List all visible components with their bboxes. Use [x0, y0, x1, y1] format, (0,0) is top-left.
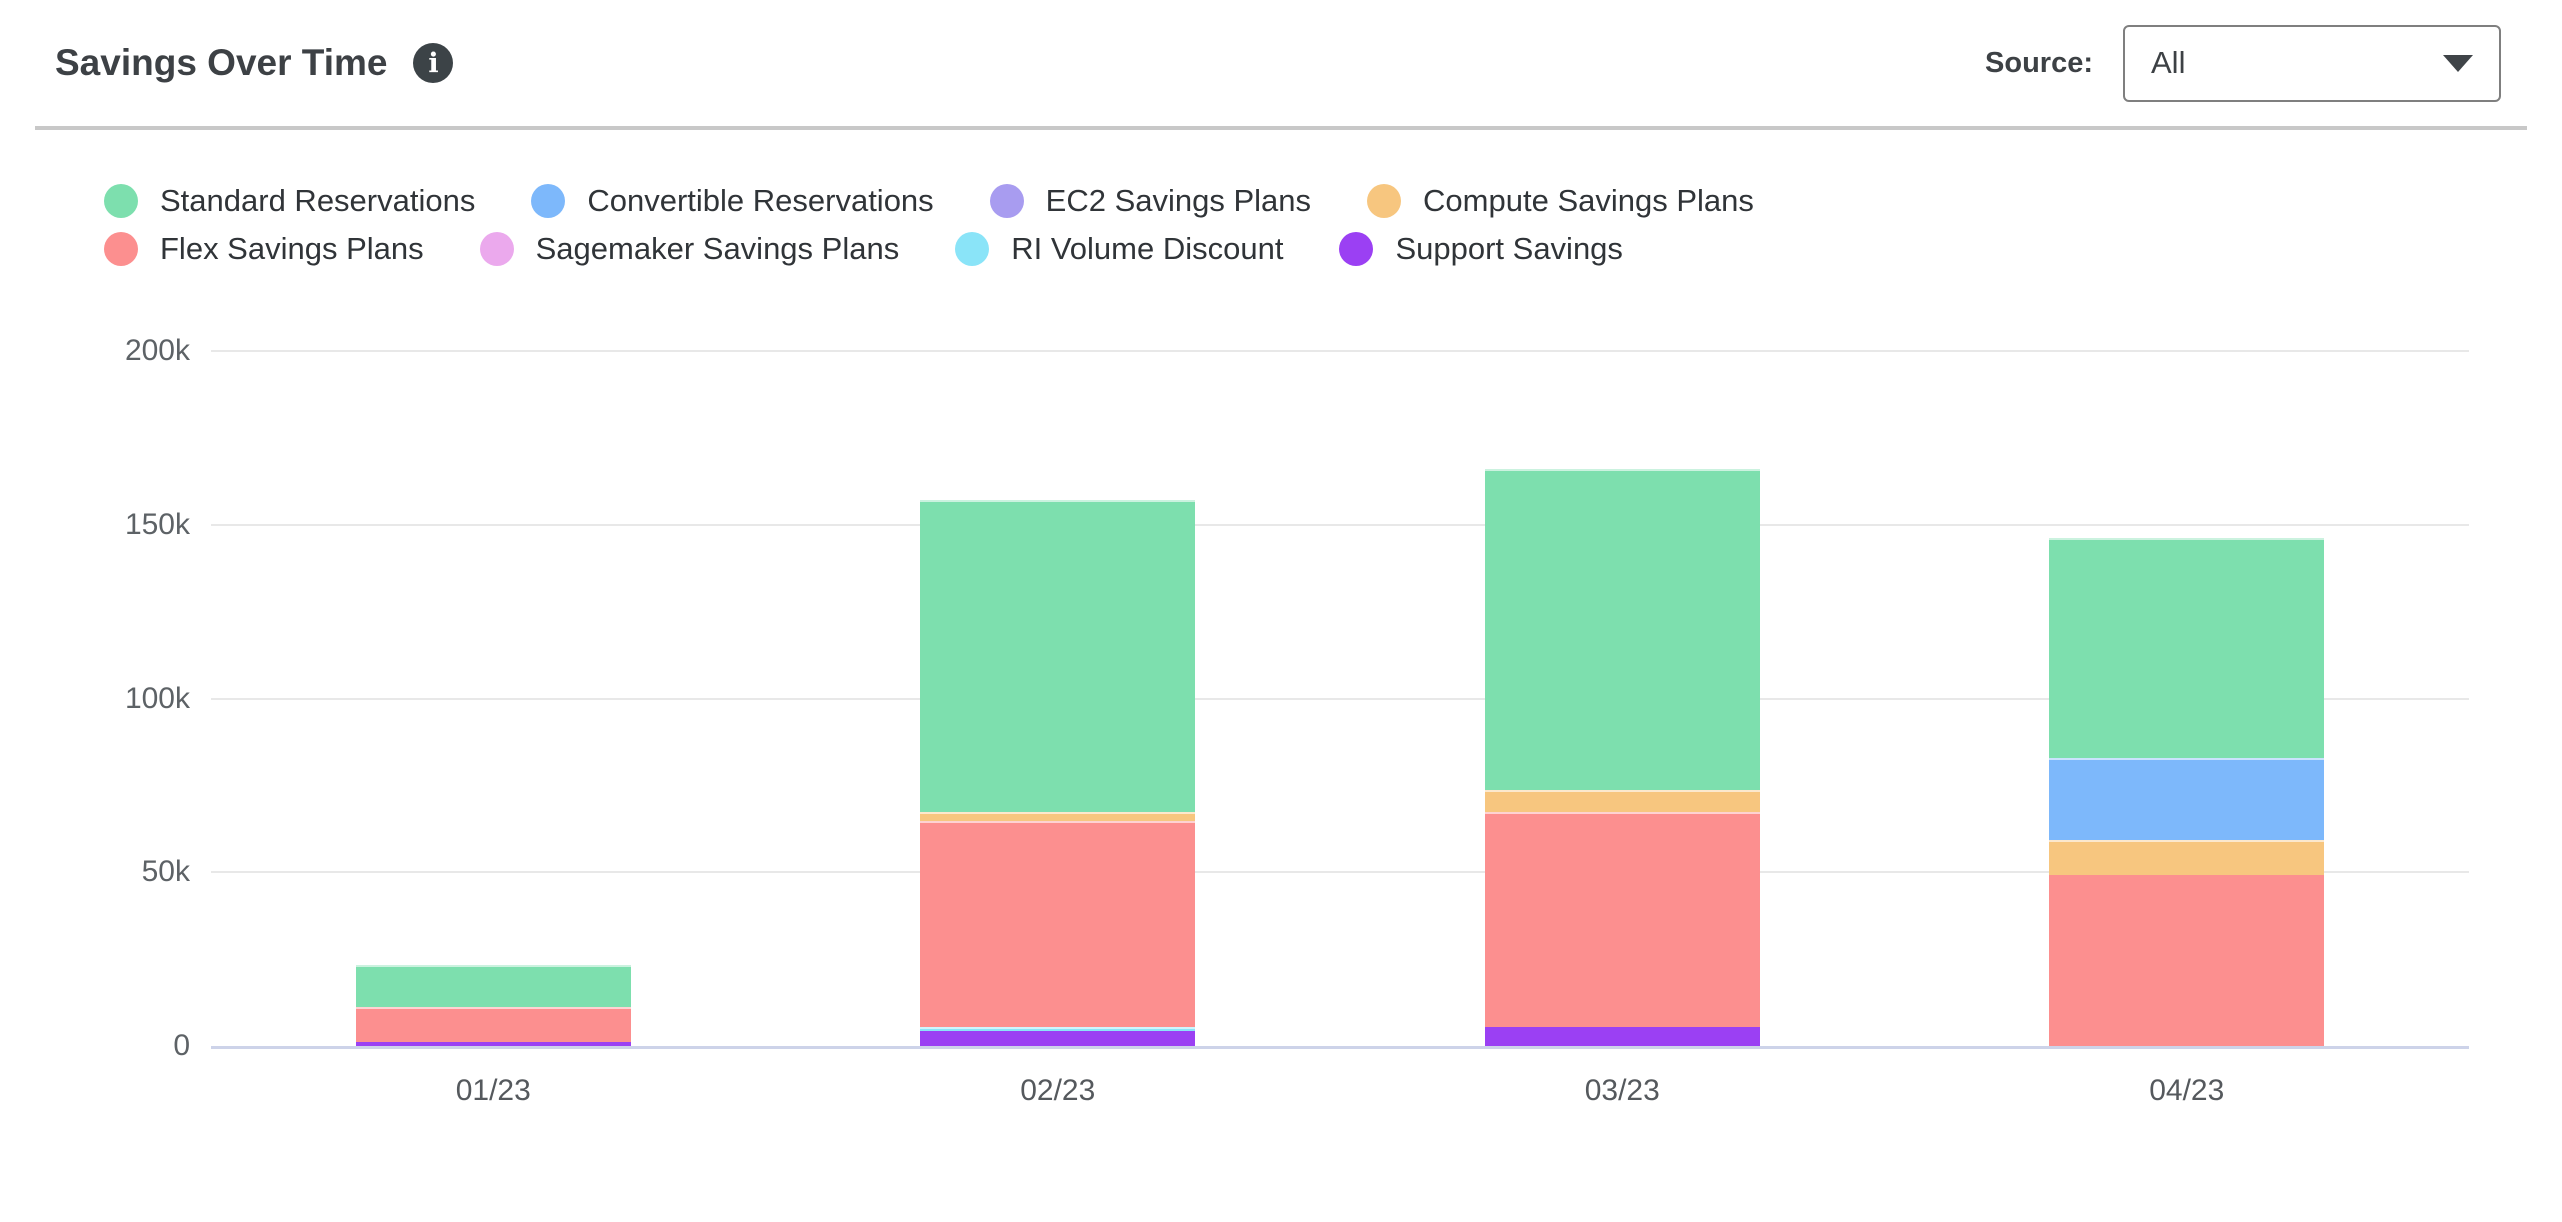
page-title: Savings Over Time	[55, 42, 388, 83]
chart-legend: Standard Reservations Convertible Reserva…	[104, 183, 2114, 267]
y-axis-tick-label: 100k	[124, 681, 190, 715]
bar-segment-compute-savings-plans[interactable]	[2049, 839, 2325, 876]
legend-color-dot	[955, 232, 990, 266]
y-axis-tick-label: 50k	[141, 855, 190, 889]
stacked-bar-chart: 0 50k 100k 150k 200k 01/23 02/23 03/23 04/23	[125, 334, 2469, 1107]
legend-item-convertible-reservations[interactable]: Convertible Reservations	[531, 183, 934, 219]
legend-item-label: Support Savings	[1395, 231, 1623, 266]
bar-segment-compute-savings-plans[interactable]	[1484, 790, 1760, 813]
bar-04-23	[2049, 538, 2325, 1046]
x-axis-line	[211, 1046, 2469, 1049]
legend-item-support-savings[interactable]: Support Savings	[1339, 231, 1623, 267]
source-select-value: All	[2151, 45, 2186, 80]
legend-item-label: Sagemaker Savings Plans	[535, 231, 900, 266]
legend-item-flex-savings-plans[interactable]: Flex Savings Plans	[104, 231, 424, 267]
legend-color-dot	[531, 184, 566, 218]
legend-color-dot	[1339, 232, 1374, 266]
legend-item-label: Flex Savings Plans	[160, 231, 424, 266]
legend-item-label: Standard Reservations	[160, 183, 476, 218]
chart-header-right: Source: All	[1985, 24, 2501, 102]
bar-segment-support-savings[interactable]	[920, 1031, 1196, 1046]
bar-segment-flex-savings-plans[interactable]	[355, 1007, 631, 1042]
legend-color-dot	[479, 232, 514, 266]
gridline	[211, 697, 2469, 700]
bar-segment-standard-reservations[interactable]	[355, 965, 631, 1008]
bar-segment-compute-savings-plans[interactable]	[920, 812, 1196, 821]
legend-color-dot	[1367, 184, 1402, 218]
x-axis-tick-label: 04/23	[2149, 1074, 2225, 1107]
bar-segment-ri-volume-discount[interactable]	[920, 1027, 1196, 1032]
chart-header: Savings Over Time i Source: All	[35, 0, 2527, 130]
source-select[interactable]: All	[2123, 24, 2501, 102]
bar-segment-flex-savings-plans[interactable]	[1484, 812, 1760, 1027]
legend-item-label: RI Volume Discount	[1011, 231, 1284, 266]
legend-item-ec2-savings-plans[interactable]: EC2 Savings Plans	[989, 183, 1312, 219]
bar-segment-flex-savings-plans[interactable]	[2049, 875, 2325, 1046]
x-axis-tick-label: 02/23	[1020, 1074, 1096, 1107]
legend-item-label: Convertible Reservations	[587, 183, 934, 218]
bar-segment-support-savings[interactable]	[1484, 1026, 1760, 1046]
legend-item-compute-savings-plans[interactable]: Compute Savings Plans	[1367, 183, 1754, 219]
legend-item-label: EC2 Savings Plans	[1045, 183, 1312, 218]
gridline	[211, 350, 2469, 352]
bar-segment-flex-savings-plans[interactable]	[920, 820, 1196, 1028]
chevron-down-icon	[2443, 54, 2473, 72]
bar-segment-standard-reservations[interactable]	[920, 500, 1196, 813]
legend-item-standard-reservations[interactable]: Standard Reservations	[104, 183, 475, 219]
bar-03-23	[1484, 469, 1760, 1046]
info-icon-glyph: i	[428, 47, 439, 79]
bar-segment-convertible-reservations[interactable]	[2049, 758, 2325, 840]
legend-color-dot	[104, 184, 138, 218]
bar-02-23	[920, 500, 1196, 1046]
y-axis-tick-label: 150k	[124, 507, 190, 541]
gridline	[211, 871, 2469, 874]
x-axis-tick-label: 03/23	[1584, 1074, 1660, 1107]
bar-segment-standard-reservations[interactable]	[1484, 469, 1760, 791]
legend-color-dot	[989, 184, 1024, 218]
gridline	[211, 523, 2469, 526]
legend-item-label: Compute Savings Plans	[1423, 183, 1754, 218]
x-axis-tick-label: 01/23	[455, 1074, 531, 1107]
chart-header-left: Savings Over Time i	[55, 42, 454, 84]
legend-item-sagemaker-savings-plans[interactable]: Sagemaker Savings Plans	[479, 231, 900, 267]
bar-segment-standard-reservations[interactable]	[2049, 538, 2325, 759]
info-icon[interactable]: i	[413, 43, 454, 83]
y-axis-tick-label: 0	[173, 1029, 190, 1062]
bar-01-23	[355, 965, 631, 1046]
bar-segment-support-savings[interactable]	[355, 1041, 631, 1046]
legend-item-ri-volume-discount[interactable]: RI Volume Discount	[955, 231, 1283, 267]
source-label: Source:	[1985, 46, 2093, 79]
legend-color-dot	[104, 232, 138, 266]
y-axis-tick-label: 200k	[124, 334, 190, 367]
